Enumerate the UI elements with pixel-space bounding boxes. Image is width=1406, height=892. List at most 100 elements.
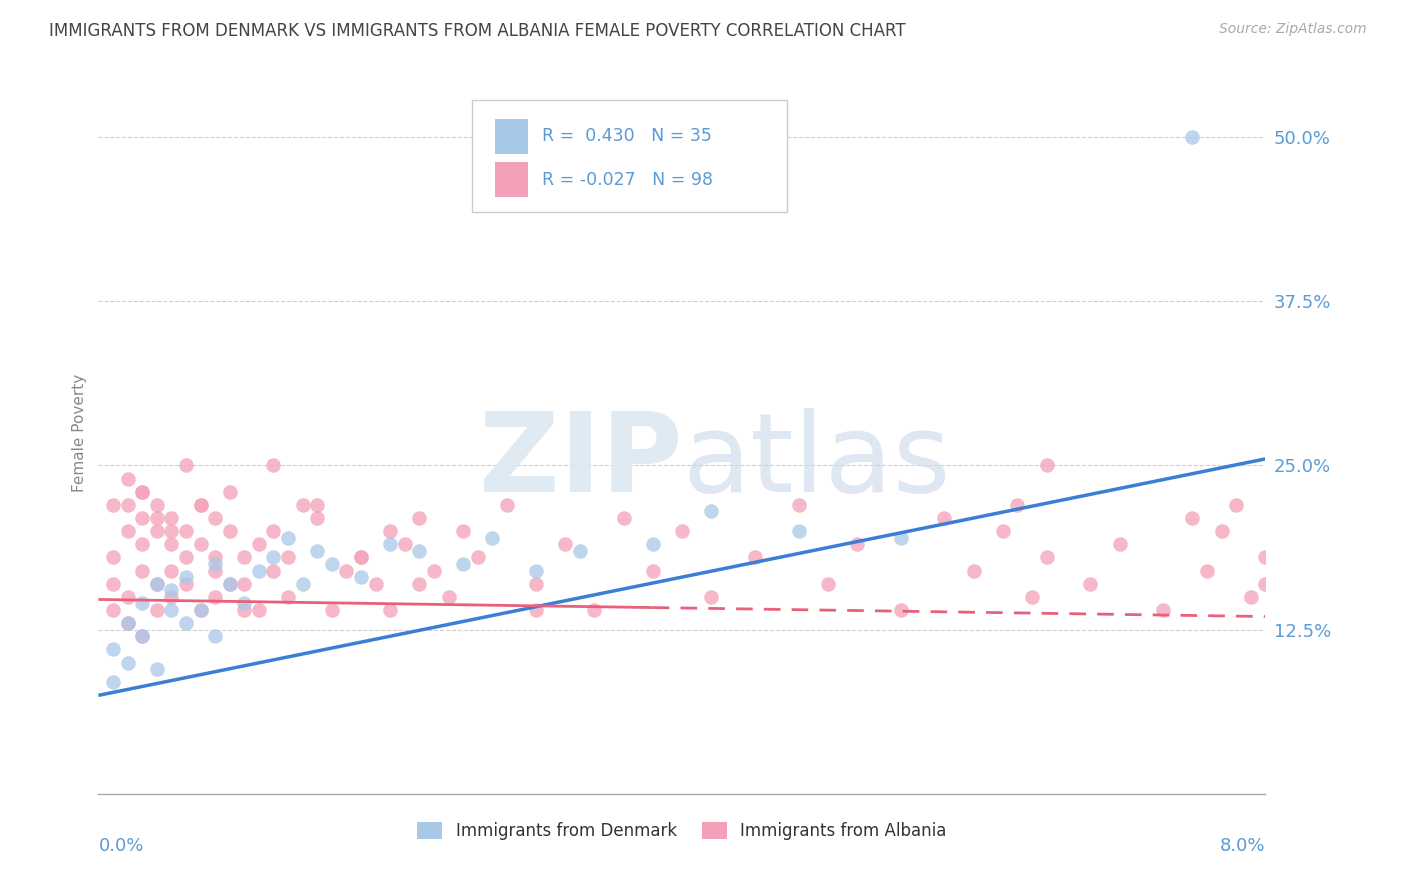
Point	[190, 498, 212, 512]
Point	[1035, 458, 1057, 473]
Point	[568, 544, 591, 558]
Point	[204, 550, 226, 565]
Point	[1080, 576, 1102, 591]
Point	[174, 616, 197, 631]
Point	[350, 570, 373, 584]
Point	[321, 557, 343, 571]
Point	[1254, 550, 1277, 565]
Point	[218, 524, 240, 538]
Point	[408, 576, 430, 591]
Point	[350, 550, 373, 565]
Point	[380, 603, 402, 617]
Point	[744, 550, 766, 565]
Text: IMMIGRANTS FROM DENMARK VS IMMIGRANTS FROM ALBANIA FEMALE POVERTY CORRELATION CH: IMMIGRANTS FROM DENMARK VS IMMIGRANTS FR…	[49, 22, 905, 40]
Point	[146, 576, 169, 591]
Text: R =  0.430   N = 35: R = 0.430 N = 35	[541, 128, 711, 145]
Point	[131, 484, 153, 499]
Point	[247, 564, 270, 578]
Point	[160, 590, 183, 604]
Point	[146, 524, 169, 538]
Point	[1225, 498, 1247, 512]
Legend: Immigrants from Denmark, Immigrants from Albania: Immigrants from Denmark, Immigrants from…	[411, 815, 953, 847]
Point	[671, 524, 693, 538]
Point	[700, 590, 723, 604]
Point	[174, 576, 197, 591]
Point	[262, 550, 284, 565]
Point	[1007, 498, 1029, 512]
Point	[218, 576, 240, 591]
Point	[101, 603, 124, 617]
Point	[146, 662, 169, 676]
Point	[350, 550, 373, 565]
Point	[1181, 511, 1204, 525]
Y-axis label: Female Poverty: Female Poverty	[72, 374, 87, 491]
Point	[218, 576, 240, 591]
Point	[451, 524, 474, 538]
Point	[204, 557, 226, 571]
FancyBboxPatch shape	[495, 162, 527, 197]
Point	[233, 576, 256, 591]
Point	[364, 576, 387, 591]
Point	[641, 564, 664, 578]
Text: R = -0.027   N = 98: R = -0.027 N = 98	[541, 170, 713, 189]
Point	[247, 603, 270, 617]
Point	[174, 570, 197, 584]
Point	[991, 524, 1014, 538]
Point	[117, 590, 139, 604]
Point	[262, 564, 284, 578]
Point	[117, 498, 139, 512]
Point	[307, 544, 329, 558]
Point	[204, 590, 226, 604]
Point	[101, 498, 124, 512]
Point	[583, 603, 606, 617]
Text: atlas: atlas	[682, 408, 950, 515]
Point	[277, 531, 299, 545]
Point	[247, 537, 270, 551]
Point	[408, 511, 430, 525]
Point	[934, 511, 956, 525]
Point	[174, 524, 197, 538]
Point	[524, 576, 547, 591]
Point	[204, 564, 226, 578]
Point	[1254, 576, 1277, 591]
Point	[233, 550, 256, 565]
Point	[787, 498, 810, 512]
Point	[160, 524, 183, 538]
Point	[380, 524, 402, 538]
Point	[218, 484, 240, 499]
Point	[262, 458, 284, 473]
Point	[845, 537, 868, 551]
Point	[146, 576, 169, 591]
Point	[423, 564, 446, 578]
Point	[394, 537, 416, 551]
Point	[554, 537, 576, 551]
Point	[131, 629, 153, 643]
Point	[524, 603, 547, 617]
Point	[190, 537, 212, 551]
Point	[146, 511, 169, 525]
Point	[131, 484, 153, 499]
Point	[101, 642, 124, 657]
Point	[1035, 550, 1057, 565]
Point	[131, 596, 153, 610]
Point	[700, 504, 723, 518]
Point	[1108, 537, 1130, 551]
Point	[233, 596, 256, 610]
Point	[146, 498, 169, 512]
Point	[160, 537, 183, 551]
Point	[131, 629, 153, 643]
Point	[380, 537, 402, 551]
Point	[612, 511, 634, 525]
Point	[190, 603, 212, 617]
Point	[262, 524, 284, 538]
Point	[117, 616, 139, 631]
Point	[160, 564, 183, 578]
Point	[1181, 130, 1204, 145]
Point	[962, 564, 984, 578]
Text: 0.0%: 0.0%	[98, 838, 143, 855]
Point	[117, 616, 139, 631]
Point	[160, 603, 183, 617]
Point	[101, 675, 124, 690]
FancyBboxPatch shape	[472, 100, 787, 212]
Point	[160, 583, 183, 598]
